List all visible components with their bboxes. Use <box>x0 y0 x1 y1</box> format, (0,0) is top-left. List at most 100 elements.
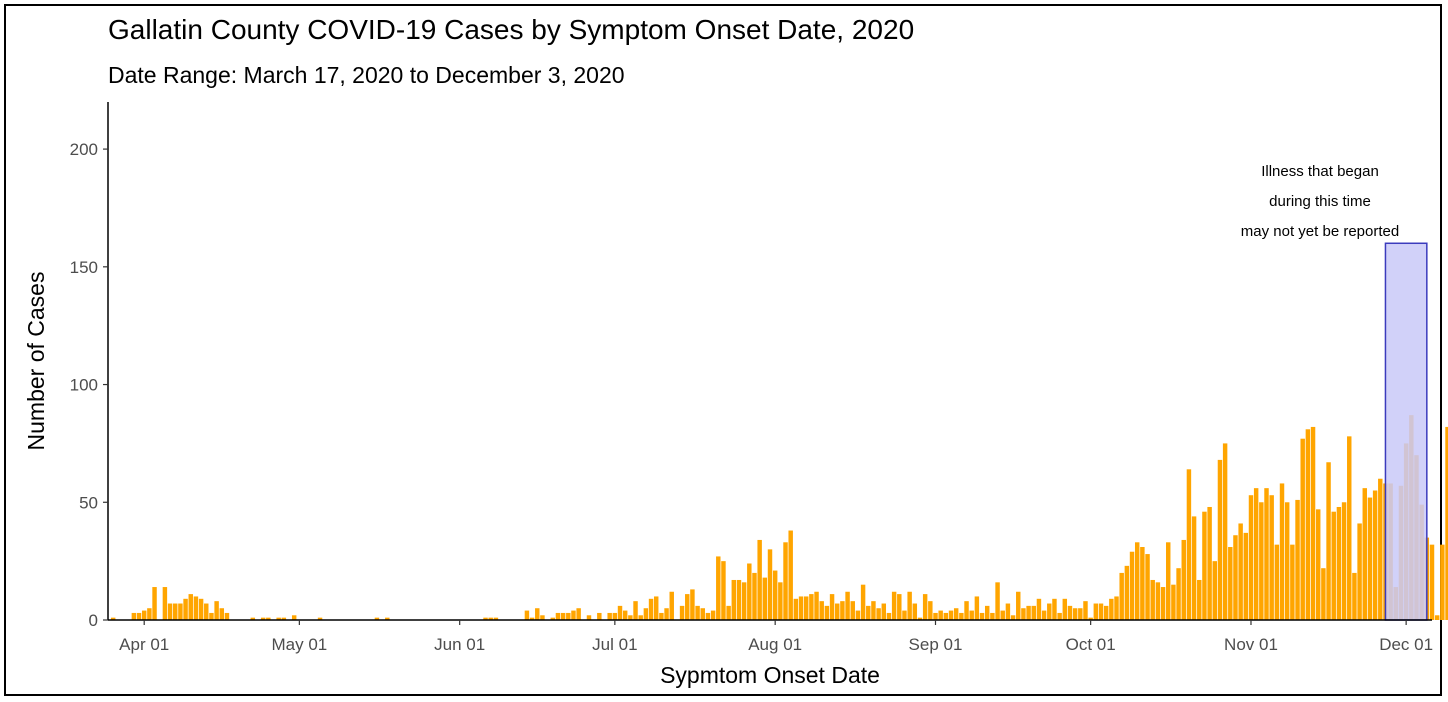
bar <box>188 594 193 620</box>
x-tick-label: Jul 01 <box>592 635 637 654</box>
bar <box>204 603 209 620</box>
y-axis-title: Number of Cases <box>23 272 49 451</box>
bar <box>855 610 861 620</box>
bar <box>628 615 633 620</box>
bar <box>1160 587 1166 620</box>
bar <box>1305 429 1311 620</box>
bar <box>928 601 933 620</box>
bar <box>1315 509 1321 620</box>
bar <box>871 601 876 620</box>
bar <box>1140 547 1145 620</box>
bar <box>162 587 168 620</box>
bar <box>907 591 912 620</box>
bar <box>752 572 757 620</box>
bar <box>1207 506 1212 620</box>
bar <box>1098 603 1104 620</box>
bar <box>1310 426 1316 620</box>
bar <box>167 603 173 620</box>
bar <box>260 617 266 620</box>
x-tick-label: Jun 01 <box>434 635 485 654</box>
annotation: Illness that began during this time may … <box>1241 163 1399 240</box>
bar <box>214 601 219 620</box>
bar <box>757 539 762 620</box>
x-axis-title: Sypmtom Onset Date <box>660 662 880 688</box>
bar <box>736 579 742 620</box>
bar <box>1093 603 1099 620</box>
bar <box>1300 438 1305 620</box>
bar <box>648 598 654 620</box>
bar <box>576 608 581 620</box>
bar <box>1274 544 1280 620</box>
y-tick-label: 200 <box>70 140 98 159</box>
bar <box>948 610 954 620</box>
unreported-region <box>1384 242 1428 621</box>
bar <box>1176 568 1181 620</box>
bar <box>1279 483 1285 620</box>
bar <box>1212 561 1218 620</box>
bar <box>902 610 907 620</box>
bar <box>1238 523 1243 620</box>
bar <box>1000 610 1005 620</box>
x-tick-label: Oct 01 <box>1066 635 1116 654</box>
bar <box>747 563 752 620</box>
bar <box>1041 610 1047 620</box>
bar <box>136 612 142 620</box>
bar <box>110 617 116 620</box>
bar <box>912 603 918 620</box>
bar <box>1222 443 1228 620</box>
bar <box>1217 459 1223 620</box>
bar <box>695 605 700 620</box>
bar <box>1336 506 1342 620</box>
bar <box>897 594 902 620</box>
bar <box>1103 605 1109 620</box>
bar <box>798 596 804 620</box>
bar <box>550 617 556 620</box>
bar <box>173 603 178 620</box>
bar <box>1114 596 1119 620</box>
x-tick-label: Dec 01 <box>1379 635 1433 654</box>
bar <box>1191 516 1197 620</box>
bar <box>824 605 830 620</box>
chart-title: Gallatin County COVID-19 Cases by Sympto… <box>108 14 915 45</box>
bar <box>772 570 778 620</box>
bar <box>990 612 995 620</box>
annotation-line-2: during this time <box>1269 193 1371 210</box>
bar <box>276 617 281 620</box>
bar <box>788 530 793 620</box>
x-tick-label: Sep 01 <box>909 635 963 654</box>
x-tick-label: Aug 01 <box>748 635 802 654</box>
bar <box>209 612 214 620</box>
bar <box>1264 488 1269 620</box>
bar <box>586 615 592 620</box>
bar <box>1171 584 1176 620</box>
bar <box>659 612 664 620</box>
bar <box>840 601 845 620</box>
bar <box>669 591 674 620</box>
bar <box>995 582 1000 620</box>
bar <box>803 596 809 620</box>
bar <box>1248 495 1254 620</box>
bar <box>964 601 969 620</box>
bar <box>938 610 943 620</box>
bar <box>845 591 850 620</box>
bar <box>612 612 618 620</box>
bar <box>1347 436 1352 620</box>
bar <box>638 615 643 620</box>
bar <box>1166 542 1171 620</box>
bar <box>535 608 540 620</box>
bar <box>984 605 990 620</box>
bar <box>131 612 137 620</box>
bar <box>1341 502 1347 620</box>
bar <box>835 603 840 620</box>
bar <box>1031 605 1036 620</box>
bar <box>933 612 938 620</box>
bar <box>762 577 768 620</box>
bar <box>152 587 157 620</box>
bar <box>219 608 225 620</box>
bar <box>922 594 928 620</box>
bar <box>555 612 561 620</box>
bar <box>1434 615 1440 620</box>
bar <box>1057 612 1062 620</box>
bar <box>876 608 881 620</box>
bar <box>700 608 705 620</box>
